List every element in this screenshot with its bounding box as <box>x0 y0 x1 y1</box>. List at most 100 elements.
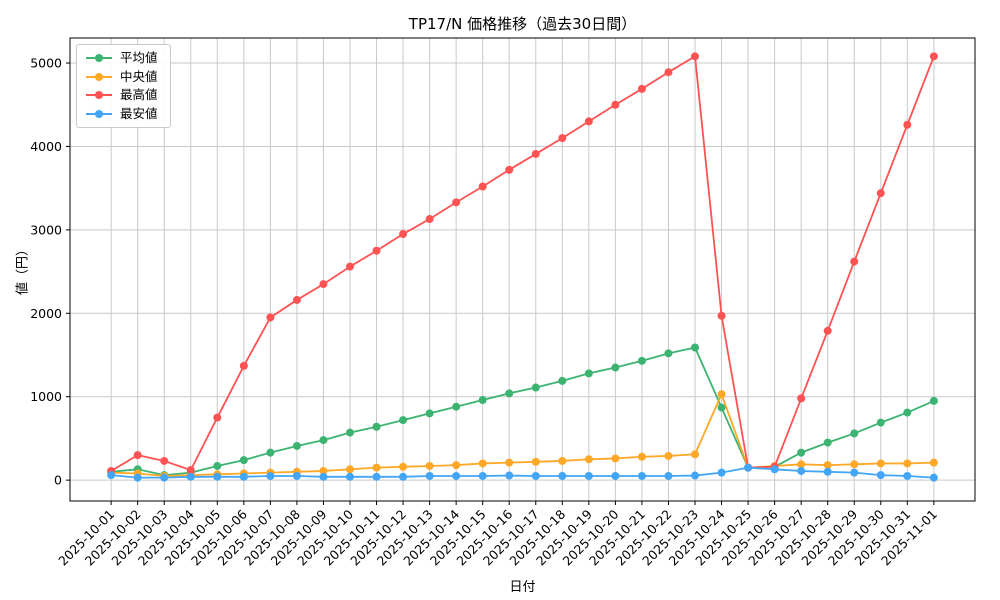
data-point-max <box>345 262 354 271</box>
data-point-min <box>133 473 142 482</box>
data-point-median <box>452 461 461 470</box>
data-point-average <box>823 438 832 447</box>
data-point-average <box>691 343 700 352</box>
data-point-min <box>345 472 354 481</box>
data-point-max <box>558 134 567 143</box>
data-point-median <box>797 460 806 469</box>
data-point-max <box>186 466 195 475</box>
data-point-median <box>531 457 540 466</box>
data-point-median <box>584 455 593 464</box>
data-point-average <box>425 409 434 418</box>
data-point-median <box>478 459 487 468</box>
data-point-average <box>531 383 540 392</box>
data-point-average <box>929 396 938 405</box>
data-point-median <box>319 466 328 475</box>
data-point-max <box>850 257 859 266</box>
data-point-median <box>399 462 408 471</box>
data-point-max <box>797 394 806 403</box>
data-point-min <box>186 472 195 481</box>
data-point-min <box>903 471 912 480</box>
series-line-min <box>111 466 934 479</box>
legend-item-max: 最高値 <box>86 87 158 102</box>
data-point-min <box>319 472 328 481</box>
data-point-median <box>664 451 673 460</box>
data-point-average <box>399 416 408 425</box>
data-point-average <box>478 396 487 405</box>
legend-item-min: 最安値 <box>86 105 158 121</box>
data-point-min <box>292 471 301 480</box>
data-point-max <box>876 189 885 198</box>
data-point-min <box>425 471 434 480</box>
data-point-average <box>319 436 328 445</box>
chart-title: TP17/N 価格推移（過去30日間） <box>408 15 637 33</box>
data-point-median <box>505 458 514 467</box>
data-point-average <box>637 356 646 365</box>
data-point-max <box>929 52 938 61</box>
data-point-min <box>876 471 885 480</box>
data-point-max <box>823 326 832 335</box>
data-point-max <box>292 295 301 304</box>
data-point-max <box>425 215 434 224</box>
legend-marker-median-line-icon <box>86 75 112 78</box>
legend-label-min: 最安値 <box>120 105 158 121</box>
data-point-max <box>399 230 408 239</box>
data-point-average <box>452 402 461 411</box>
data-point-median <box>929 458 938 467</box>
data-point-average <box>266 448 275 457</box>
x-axis-label: 日付 <box>509 580 536 595</box>
data-point-max <box>478 182 487 191</box>
data-point-median <box>425 461 434 470</box>
data-point-max <box>611 100 620 109</box>
y-tick-label: 0 <box>54 473 62 488</box>
data-point-median <box>637 452 646 461</box>
series-line-max <box>110 54 935 472</box>
data-point-average <box>850 429 859 438</box>
data-point-max <box>664 68 673 77</box>
data-point-median <box>611 454 620 463</box>
data-point-min <box>531 471 540 480</box>
data-point-min <box>823 467 832 476</box>
legend-marker-max-line-icon <box>86 94 112 97</box>
data-point-median <box>717 390 726 399</box>
data-point-min <box>266 471 275 480</box>
data-point-max <box>691 52 700 61</box>
data-point-max <box>213 413 222 422</box>
data-point-average <box>239 456 248 465</box>
data-point-median <box>823 461 832 470</box>
data-point-max <box>266 313 275 322</box>
data-point-min <box>929 473 938 482</box>
data-point-average <box>903 408 912 417</box>
data-point-median <box>903 459 912 468</box>
data-point-max <box>372 246 381 255</box>
data-point-max <box>133 451 142 460</box>
data-point-average <box>717 403 726 412</box>
data-point-max <box>239 361 248 370</box>
data-point-average <box>292 441 301 450</box>
legend: 平均値 中央値 最高値 最安値 <box>76 44 171 128</box>
data-point-median <box>558 456 567 465</box>
data-point-min <box>239 472 248 481</box>
data-point-min <box>637 471 646 480</box>
y-tick-label: 5000 <box>30 56 62 71</box>
legend-marker-min-line-icon <box>86 112 112 115</box>
data-point-median <box>850 460 859 469</box>
data-point-average <box>345 428 354 437</box>
data-point-min <box>160 473 169 482</box>
data-point-average <box>611 363 620 372</box>
y-tick-label: 2000 <box>30 306 62 321</box>
data-point-min <box>478 471 487 480</box>
data-point-average <box>372 422 381 431</box>
data-point-median <box>691 450 700 459</box>
data-point-max <box>160 456 169 465</box>
data-point-min <box>372 472 381 481</box>
legend-label-max: 最高値 <box>120 87 158 102</box>
plot-border <box>69 37 976 502</box>
data-point-min <box>664 471 673 480</box>
data-point-min <box>213 472 222 481</box>
data-point-average <box>505 389 514 398</box>
legend-item-average: 平均値 <box>86 51 158 65</box>
data-point-average <box>584 369 593 378</box>
data-point-min <box>107 471 116 480</box>
